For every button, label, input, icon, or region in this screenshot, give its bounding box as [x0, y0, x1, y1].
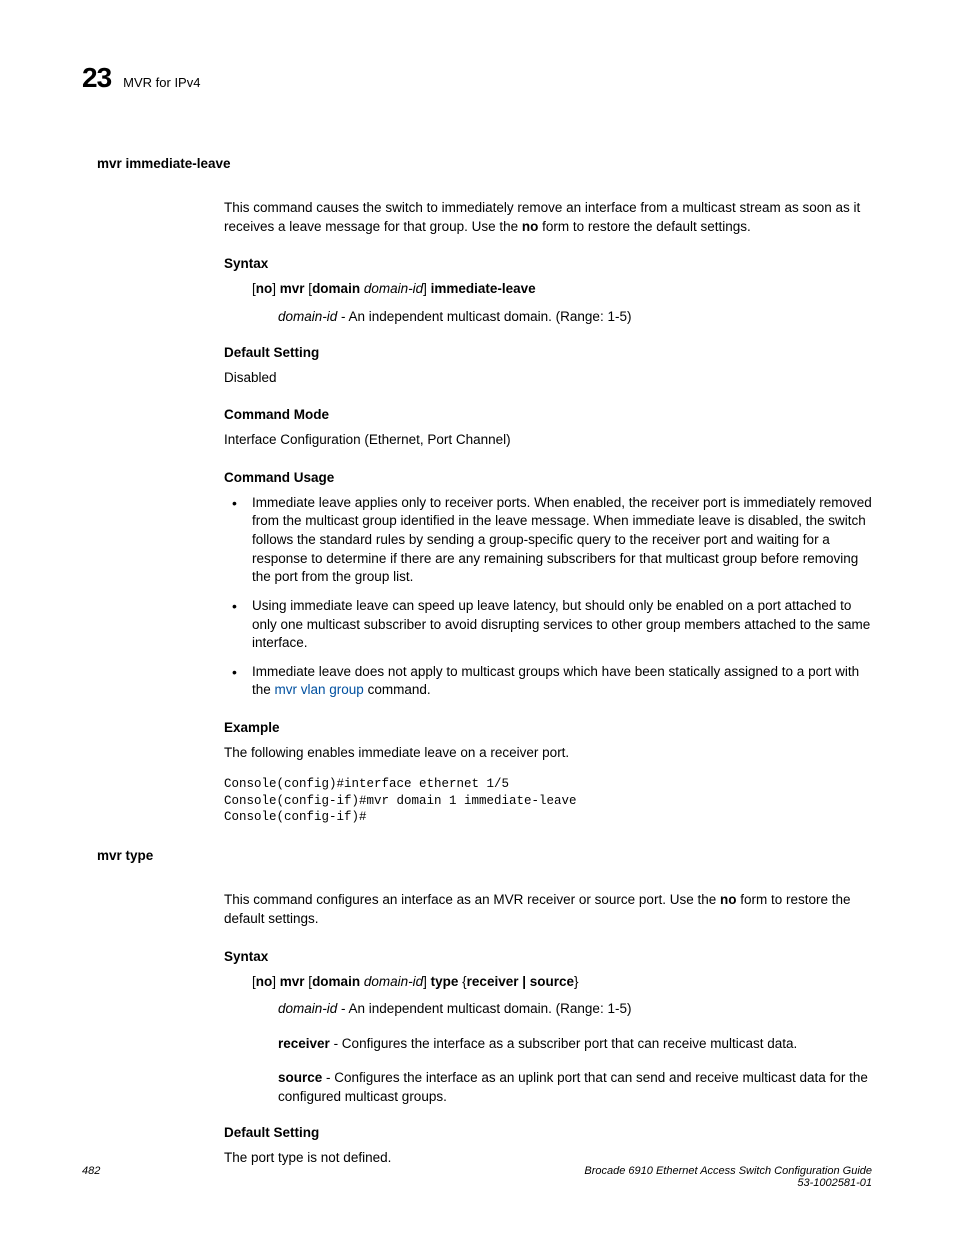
code-block: Console(config)#interface ethernet 1/5 C… [224, 776, 872, 827]
default-label: Default Setting [224, 345, 872, 360]
syntax-line: [no] mvr [domain domain-id] type {receiv… [252, 973, 872, 992]
t: This command configures an interface as … [224, 892, 720, 907]
t: domain [312, 974, 360, 989]
footer-title: Brocade 6910 Ethernet Access Switch Conf… [584, 1165, 872, 1177]
t: ] [423, 974, 431, 989]
t: no [256, 281, 273, 296]
t: type [431, 974, 459, 989]
syntax-line: [no] mvr [domain domain-id] immediate-le… [252, 280, 872, 299]
t: mvr [280, 974, 305, 989]
t: domain-id [278, 309, 337, 324]
t: ] [272, 281, 280, 296]
list-item: Immediate leave does not apply to multic… [224, 663, 872, 700]
t: - Configures the interface as a subscrib… [330, 1036, 797, 1051]
chapter-title: MVR for IPv4 [123, 75, 200, 90]
cross-reference-link[interactable]: mvr vlan group [275, 682, 364, 697]
t: domain [312, 281, 360, 296]
text-bold: no [522, 219, 539, 234]
intro-paragraph: This command configures an interface as … [224, 891, 872, 928]
example-label: Example [224, 720, 872, 735]
section-title: mvr type [97, 848, 872, 863]
syntax-label: Syntax [224, 256, 872, 271]
t: domain-id [278, 1001, 337, 1016]
t: source [278, 1070, 322, 1085]
usage-label: Command Usage [224, 470, 872, 485]
mode-label: Command Mode [224, 407, 872, 422]
usage-list: Immediate leave applies only to receiver… [224, 494, 872, 700]
t: ] [272, 974, 280, 989]
t: no [720, 892, 737, 907]
example-text: The following enables immediate leave on… [224, 744, 872, 763]
default-value: Disabled [224, 369, 872, 388]
syntax-desc: domain-id - An independent multicast dom… [278, 1000, 872, 1019]
mode-value: Interface Configuration (Ethernet, Port … [224, 431, 872, 450]
t: [ [305, 281, 313, 296]
footer-right: Brocade 6910 Ethernet Access Switch Conf… [584, 1165, 872, 1189]
section-content: This command configures an interface as … [224, 891, 872, 1167]
t: command. [364, 682, 431, 697]
chapter-number: 23 [82, 62, 111, 94]
t: mvr [280, 281, 305, 296]
t: receiver [278, 1036, 330, 1051]
t: } [574, 974, 579, 989]
syntax-label: Syntax [224, 949, 872, 964]
section-content: This command causes the switch to immedi… [224, 199, 872, 826]
document-page: 23 MVR for IPv4 mvr immediate-leave This… [0, 0, 954, 1235]
t: immediate-leave [431, 281, 536, 296]
list-item: Immediate leave applies only to receiver… [224, 494, 872, 587]
default-label: Default Setting [224, 1125, 872, 1140]
list-item: Using immediate leave can speed up leave… [224, 597, 872, 653]
t: ] [423, 281, 431, 296]
syntax-desc: source - Configures the interface as an … [278, 1069, 872, 1106]
t: - An independent multicast domain. (Rang… [337, 309, 631, 324]
t: domain-id [364, 974, 423, 989]
t: - Configures the interface as an uplink … [278, 1070, 868, 1104]
syntax-desc: domain-id - An independent multicast dom… [278, 308, 872, 327]
intro-paragraph: This command causes the switch to immedi… [224, 199, 872, 236]
t: { [458, 974, 466, 989]
page-number: 482 [82, 1165, 100, 1189]
section-title: mvr immediate-leave [97, 156, 872, 171]
t: no [256, 974, 273, 989]
t: [ [305, 974, 313, 989]
text: form to restore the default settings. [538, 219, 750, 234]
page-header: 23 MVR for IPv4 [82, 62, 872, 94]
t: - An independent multicast domain. (Rang… [337, 1001, 631, 1016]
t: receiver | source [467, 974, 574, 989]
t: domain-id [364, 281, 423, 296]
syntax-desc: receiver - Configures the interface as a… [278, 1035, 872, 1054]
page-footer: 482 Brocade 6910 Ethernet Access Switch … [82, 1165, 872, 1189]
footer-docnum: 53-1002581-01 [584, 1177, 872, 1189]
